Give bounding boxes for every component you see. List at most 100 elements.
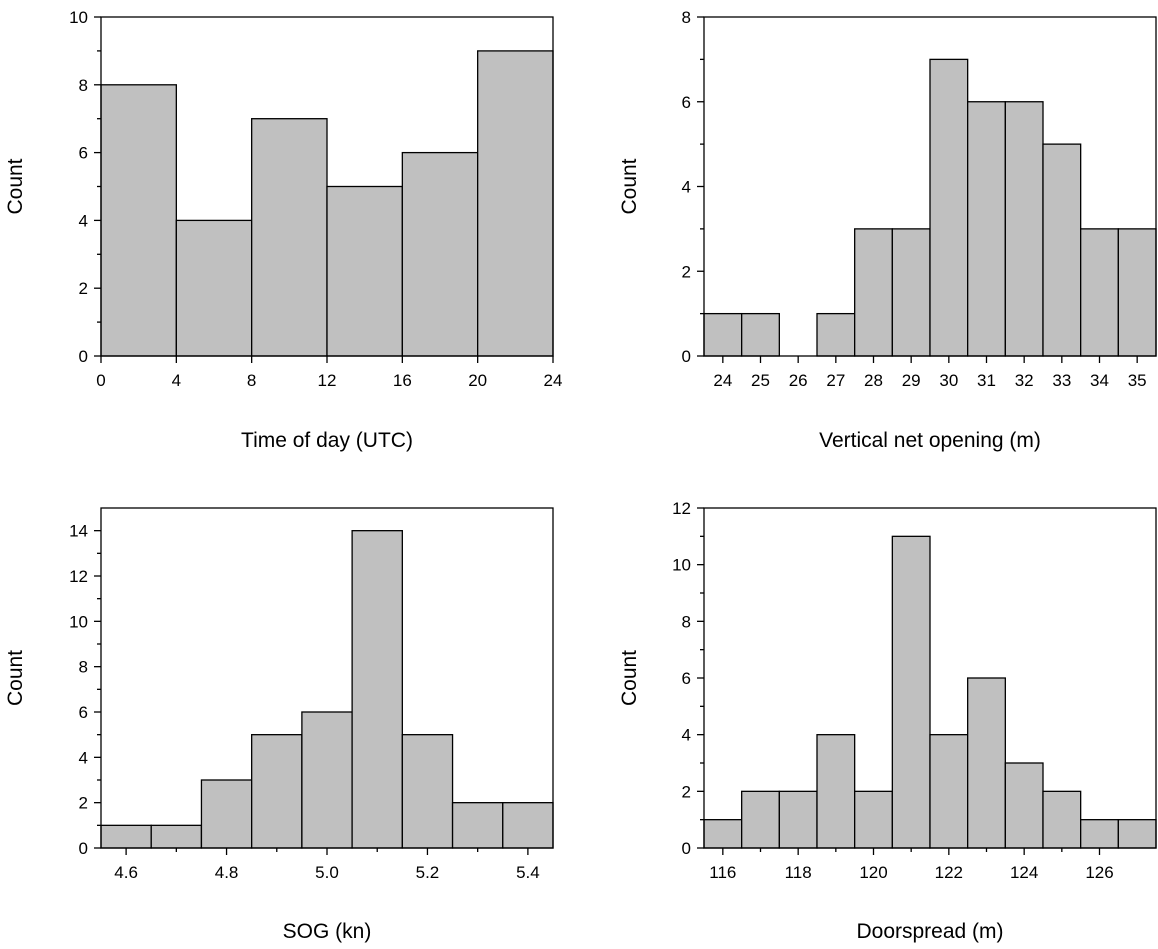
x-axis-label: SOG (kn) — [283, 920, 372, 943]
histogram-bar — [741, 790, 780, 849]
x-tick-label: 34 — [1090, 371, 1109, 390]
x-tick-label: 5.2 — [416, 863, 440, 882]
histogram-bar — [854, 790, 893, 849]
y-tick-label: 2 — [79, 794, 88, 813]
x-tick-label: 4 — [172, 371, 181, 390]
y-tick-label: 12 — [672, 499, 691, 518]
y-tick-label: 6 — [682, 669, 691, 688]
histogram-bar — [200, 779, 253, 849]
y-tick-label: 8 — [79, 658, 88, 677]
y-tick-label: 4 — [79, 748, 88, 767]
x-tick-label: 12 — [318, 371, 337, 390]
histogram-bar — [967, 677, 1006, 849]
histogram-bar — [967, 101, 1006, 357]
histogram-bar — [401, 151, 479, 357]
x-tick-label: 31 — [977, 371, 996, 390]
histogram-bar — [301, 711, 353, 849]
histogram-bar — [251, 734, 303, 849]
histogram-bar — [929, 734, 969, 849]
histogram-bar — [150, 824, 203, 849]
y-tick-label: 14 — [69, 522, 88, 541]
histogram-bar — [451, 802, 504, 849]
histogram-bar — [854, 228, 893, 357]
histogram-bar — [1042, 143, 1082, 357]
histogram-bar — [778, 790, 818, 849]
histogram-bar — [891, 535, 931, 849]
x-tick-label: 29 — [902, 371, 921, 390]
x-tick-label: 30 — [939, 371, 958, 390]
y-tick-label: 2 — [79, 279, 88, 298]
histogram-bar — [351, 530, 403, 849]
y-axis-label: Count — [618, 158, 641, 214]
y-tick-label: 12 — [69, 567, 88, 586]
y-tick-label: 10 — [69, 8, 88, 27]
x-tick-label: 118 — [785, 863, 812, 882]
y-tick-label: 0 — [682, 347, 691, 366]
histogram-bar — [816, 312, 856, 357]
x-tick-label: 4.6 — [114, 863, 138, 882]
histogram-bar — [929, 58, 969, 357]
histogram-bar — [175, 219, 253, 357]
y-tick-label: 0 — [79, 839, 88, 858]
y-tick-label: 6 — [79, 144, 88, 163]
x-tick-label: 5.0 — [315, 863, 339, 882]
histogram-bar — [1004, 762, 1044, 849]
y-tick-label: 10 — [672, 556, 691, 575]
y-tick-label: 0 — [79, 347, 88, 366]
histogram-bar — [251, 118, 328, 357]
x-tick-label: 28 — [864, 371, 883, 390]
x-tick-label: 4.8 — [215, 863, 239, 882]
histogram-bar — [1080, 228, 1119, 357]
x-tick-label: 116 — [709, 863, 736, 882]
y-tick-label: 6 — [682, 93, 691, 112]
x-axis-label: Time of day (UTC) — [241, 429, 413, 452]
y-tick-label: 4 — [682, 178, 691, 197]
x-tick-label: 24 — [544, 371, 563, 390]
y-tick-label: 4 — [682, 726, 691, 745]
x-axis-label: Vertical net opening (m) — [819, 429, 1041, 452]
histogram-bar — [477, 50, 554, 357]
y-tick-label: 8 — [682, 612, 691, 631]
histogram-bar — [100, 824, 152, 849]
histogram-bar — [741, 312, 780, 357]
histogram-bar — [100, 84, 177, 357]
histogram-panel-4: 0 2 4 6 8 10 12 116 118 120 122 124 126 Doorspread (m… — [618, 499, 1157, 943]
y-tick-label: 2 — [682, 262, 691, 281]
x-tick-label: 120 — [859, 863, 887, 882]
histogram-bar — [1117, 819, 1157, 849]
x-tick-label: 32 — [1015, 371, 1034, 390]
histogram-bar — [1080, 819, 1119, 849]
x-tick-label: 0 — [96, 371, 105, 390]
histogram-bar — [816, 734, 856, 849]
y-tick-label: 2 — [682, 782, 691, 801]
histogram-bar — [1117, 228, 1157, 357]
histogram-bar — [1004, 101, 1044, 357]
x-tick-label: 27 — [826, 371, 845, 390]
histogram-bar — [703, 312, 743, 357]
x-tick-label: 25 — [751, 371, 770, 390]
y-tick-label: 8 — [79, 76, 88, 95]
x-tick-label: 35 — [1128, 371, 1147, 390]
x-tick-label: 26 — [789, 371, 808, 390]
x-axis-label: Doorspread (m) — [856, 920, 1003, 943]
x-tick-label: 8 — [247, 371, 256, 390]
y-tick-label: 10 — [69, 612, 88, 631]
y-axis-label: Count — [4, 650, 27, 706]
histogram-bar — [502, 802, 554, 849]
x-tick-label: 5.4 — [516, 863, 540, 882]
histogram-bar — [1042, 790, 1082, 849]
x-tick-label: 20 — [468, 371, 487, 390]
histogram-panel-3: 0 2 4 6 8 10 12 14 4.6 4.8 5.0 5.2 5.4 SOG (kn) Count — [4, 507, 554, 943]
y-axis-label: Count — [618, 650, 641, 706]
x-tick-label: 16 — [393, 371, 412, 390]
histogram-bar — [326, 185, 403, 357]
x-tick-label: 124 — [1010, 863, 1038, 882]
x-tick-label: 24 — [713, 371, 732, 390]
y-axis-label: Count — [4, 158, 27, 214]
y-tick-label: 0 — [682, 839, 691, 858]
x-tick-label: 33 — [1052, 371, 1071, 390]
y-tick-label: 8 — [682, 8, 691, 27]
